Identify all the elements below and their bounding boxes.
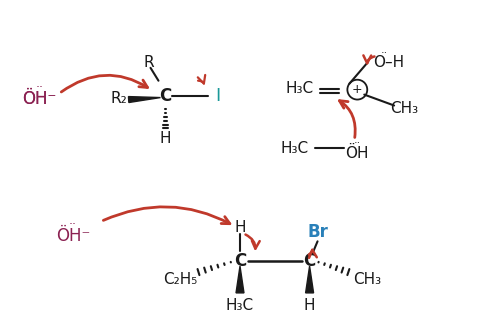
Text: CH₃: CH₃ [353,271,381,286]
Polygon shape [236,266,244,293]
Text: ··: ·· [354,138,361,148]
Text: I: I [216,87,221,105]
Text: ÖH: ÖH [346,146,369,161]
Text: C₂H₅: C₂H₅ [163,271,197,286]
FancyArrowPatch shape [103,207,230,224]
Text: H: H [304,298,315,313]
FancyArrowPatch shape [61,75,147,92]
FancyArrowPatch shape [198,75,205,84]
Text: ··: ·· [381,48,388,58]
Text: ··: ·· [69,218,77,231]
Text: ÖH⁻: ÖH⁻ [22,90,56,108]
FancyArrowPatch shape [339,101,355,137]
Text: H₃C: H₃C [226,298,254,313]
Polygon shape [129,96,160,103]
Text: R₂: R₂ [110,91,127,106]
Text: H₃C: H₃C [286,81,314,96]
FancyArrowPatch shape [363,55,374,63]
FancyArrowPatch shape [309,250,317,258]
Text: O–H: O–H [373,55,405,70]
Text: H: H [160,131,171,146]
Polygon shape [306,266,313,293]
Text: ÖH⁻: ÖH⁻ [22,90,56,108]
Text: C: C [303,252,316,270]
Text: ÖH⁻: ÖH⁻ [56,227,90,245]
Text: H: H [234,220,246,235]
Text: C: C [159,87,171,105]
Text: C: C [234,252,246,270]
Text: H₃C: H₃C [281,141,309,156]
FancyArrowPatch shape [245,234,260,249]
Text: CH₃: CH₃ [390,101,418,116]
Text: ··: ·· [35,81,43,94]
Text: Br: Br [307,223,328,241]
Text: +: + [352,83,362,96]
Text: R: R [143,55,154,70]
